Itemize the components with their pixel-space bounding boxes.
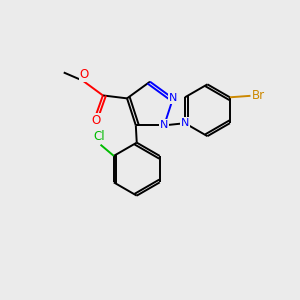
Text: Br: Br: [252, 89, 265, 102]
Text: N: N: [169, 93, 177, 103]
Text: N: N: [160, 120, 168, 130]
Text: N: N: [181, 118, 189, 128]
Text: O: O: [92, 114, 101, 127]
Text: O: O: [80, 68, 89, 81]
Text: Cl: Cl: [93, 130, 105, 143]
